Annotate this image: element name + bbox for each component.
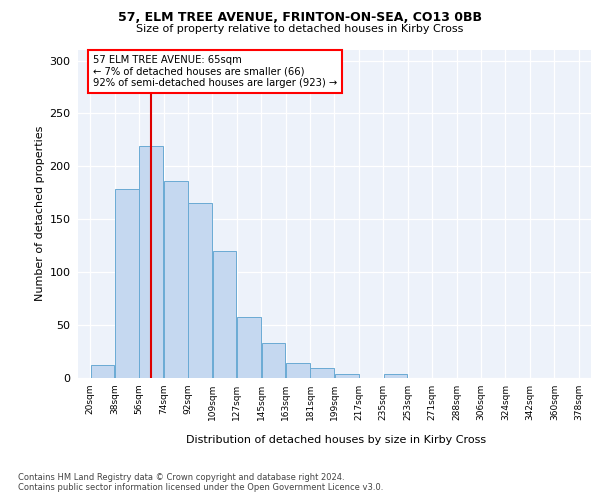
Text: Size of property relative to detached houses in Kirby Cross: Size of property relative to detached ho… (136, 24, 464, 34)
Bar (237, 318, 261, 378)
Bar (188, 203, 212, 378)
Text: 57 ELM TREE AVENUE: 65sqm
← 7% of detached houses are smaller (66)
92% of semi-d: 57 ELM TREE AVENUE: 65sqm ← 7% of detach… (93, 56, 337, 88)
Text: 57, ELM TREE AVENUE, FRINTON-ON-SEA, CO13 0BB: 57, ELM TREE AVENUE, FRINTON-ON-SEA, CO1… (118, 11, 482, 24)
Bar (262, 342, 286, 378)
Text: Contains public sector information licensed under the Open Government Licence v3: Contains public sector information licen… (18, 484, 383, 492)
Bar (335, 374, 359, 378)
Y-axis label: Number of detached properties: Number of detached properties (35, 126, 45, 302)
Bar (286, 362, 310, 378)
Text: Distribution of detached houses by size in Kirby Cross: Distribution of detached houses by size … (186, 435, 486, 445)
Bar (91, 365, 115, 378)
Bar (115, 190, 139, 378)
Bar (310, 368, 334, 378)
Bar (139, 146, 163, 378)
Bar (212, 250, 236, 378)
Text: Contains HM Land Registry data © Crown copyright and database right 2024.: Contains HM Land Registry data © Crown c… (18, 472, 344, 482)
Bar (383, 374, 407, 378)
Bar (164, 181, 188, 378)
